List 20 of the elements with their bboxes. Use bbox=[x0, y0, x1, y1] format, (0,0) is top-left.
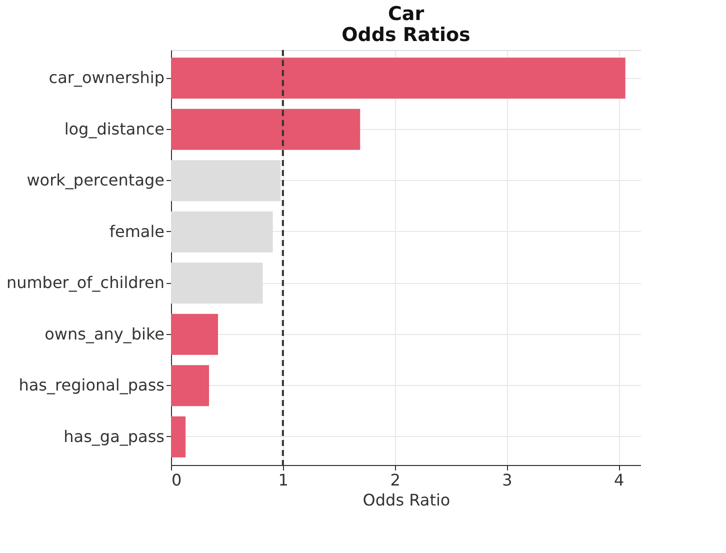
bar bbox=[171, 365, 210, 406]
x-tick-label: 1 bbox=[278, 470, 288, 490]
x-tick-label: 3 bbox=[502, 470, 512, 490]
x-tick-label: 2 bbox=[390, 470, 400, 490]
bar bbox=[171, 58, 626, 99]
x-tick-label: 0 bbox=[172, 470, 182, 490]
x-axis-title: Odds Ratio bbox=[362, 490, 450, 510]
y-tick-label: female bbox=[109, 222, 164, 241]
y-tick-label: car_ownership bbox=[48, 68, 164, 88]
y-tick-label: has_regional_pass bbox=[18, 376, 164, 395]
y-tick-label: number_of_children bbox=[6, 273, 164, 292]
bar bbox=[171, 108, 360, 150]
bar bbox=[171, 416, 186, 458]
y-tick-label: work_percentage bbox=[26, 170, 164, 190]
bar bbox=[171, 314, 218, 355]
x-tick-label: 4 bbox=[614, 470, 624, 490]
y-tick-label: owns_any_bike bbox=[44, 324, 164, 344]
chart-title: Car Odds Ratios bbox=[342, 3, 470, 46]
y-tick-label: log_distance bbox=[64, 119, 164, 138]
y-tick-label: has_ga_pass bbox=[64, 426, 164, 446]
